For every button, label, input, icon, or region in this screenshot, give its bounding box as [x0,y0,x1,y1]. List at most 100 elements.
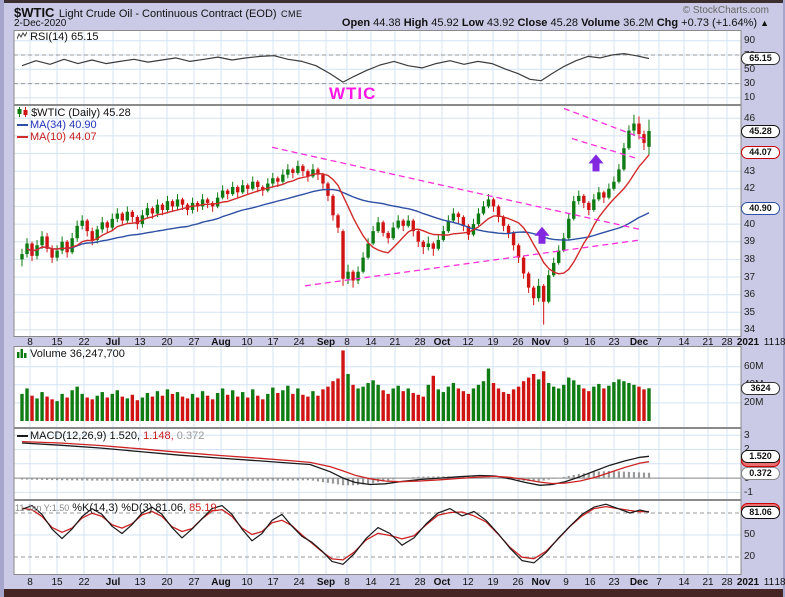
x-axis-tick-label: 14 [365,337,377,348]
chg-label: Chg [656,17,679,29]
x-axis-tick-label: Aug [211,337,231,348]
x-axis-tick-label: 26 [512,337,524,348]
rsi-panel [0,30,785,105]
panel-border [13,500,742,575]
low-label: Low [461,17,484,29]
y-axis-label: 39 [744,236,756,247]
stochastics-legend: 11 Jan Y:1.50 %K(14,3) %D(3) 81.06, 85.1… [15,502,217,514]
volume-bars-icon [17,349,27,358]
y-axis-label: 10 [744,92,756,103]
macd-panel [0,428,785,500]
window-border-bottom [0,589,785,597]
macd-legend-label: MACD(12,26,9) 1.520, [30,430,141,442]
x-axis-tick-label: Dec [629,577,649,588]
panel-border [13,428,742,500]
last-value-bubble: 81.06 [741,506,780,519]
y-axis-label: 30 [744,78,756,89]
x-axis-tick-label: 20 [161,337,173,348]
y-axis-label: 60M [744,361,764,372]
trendline [571,137,636,159]
x-axis-tick-label: 12 [462,337,474,348]
x-axis-tick-label: 28 [414,577,426,588]
macd-hist-value: 0.372 [176,430,205,442]
chart-header: $WTIC Light Crude Oil - Continuous Contr… [14,4,303,22]
volume-label: Volume [581,17,621,29]
x-axis-tick-label: 13 [134,577,146,588]
chart-date: 2-Dec-2020 [14,18,67,29]
volume-value: 36.2M [623,17,654,29]
y-axis-label: 38 [744,254,756,265]
x-axis-tick-label: 8 [344,337,350,348]
stoch-k-line [21,503,650,565]
x-axis-tick-label: 14 [365,577,377,588]
x-axis-tick-label: Oct [433,577,451,588]
panel-border [13,105,742,337]
x-axis-tick-label: 27 [188,337,200,348]
x-axis-tick-label: 21 [702,337,714,348]
y-axis-label: 46 [744,113,756,124]
x-axis-tick-label: Dec [629,337,649,348]
volume-panel [0,346,785,428]
x-axis-tick-label: Jul [105,577,121,588]
x-axis-tick-label: 13 [134,337,146,348]
x-axis-tick-label: 8 [27,337,33,348]
open-value: 44.38 [373,17,401,29]
x-axis-tick-label: 14 [678,337,690,348]
macd-line-icon [17,435,28,438]
y-axis-label: 36 [744,289,756,300]
x-axis-tick-label: 23 [608,337,620,348]
instrument-title: Light Crude Oil - Continuous Contract (E… [58,8,277,20]
x-axis-tick-label: 27 [188,577,200,588]
rsi-line [21,53,650,83]
last-value-bubble: 1.520 [741,450,780,463]
volume-legend: Volume 36,247,700 [17,348,125,360]
buy-arrow [588,154,604,172]
macd-line [21,442,650,486]
x-axis-tick-label: 15 [51,337,63,348]
y-axis-label: -1 [744,487,753,498]
candles-group [20,114,651,325]
y-axis-label: 34 [744,324,756,335]
y-axis-label: 35 [744,307,756,318]
ma10-line-icon [17,136,28,139]
x-axis-tick-label: 11 [763,577,775,588]
open-label: Open [341,17,371,29]
window-border-left [0,0,4,597]
x-axis-tick-label: 23 [608,577,620,588]
rsi-legend: RSI(14) 65.15 [16,31,99,43]
x-axis-tick-label: 24 [293,577,305,588]
x-axis-tick-label: 7 [656,577,662,588]
trendline [271,146,641,231]
x-axis-tick-label: 10 [241,337,253,348]
exchange-label: CME [281,9,303,19]
x-axis-tick-label: 22 [78,337,90,348]
high-value: 45.92 [431,17,459,29]
window-border-right [783,0,785,597]
y-axis-label: 20 [744,551,756,562]
wtic-annotation: WTIC [329,84,377,103]
x-axis-tick-label: 28 [414,337,426,348]
x-axis-tick-label: 21 [389,577,401,588]
chg-value: +0.73 (+1.64%) [681,17,758,29]
y-axis-label: 50 [744,64,756,75]
x-axis-tick-label: 17 [267,577,279,588]
rsi-legend-label: RSI(14) 65.15 [30,31,99,43]
x-axis-tick-label: 15 [51,577,63,588]
x-axis-tick-label: 2021 [736,337,760,348]
x-axis-tick-label: 19 [487,577,499,588]
close-value: 45.28 [550,17,579,29]
x-axis-tick-label: Jul [105,337,121,348]
x-axis-tick-label: Sep [316,337,336,348]
y-axis-label: 3 [744,430,750,441]
last-value-bubble: 0.372 [741,467,780,480]
x-axis-tick-label: 26 [512,577,524,588]
x-axis-tick-label: Aug [211,577,231,588]
plot-background [14,30,741,105]
price-plot [13,105,742,337]
price-legend: $WTIC (Daily) 45.28 MA(34) 40.90 MA(10) … [17,107,131,143]
y-axis-label: 37 [744,272,756,283]
x-axis-tick-label: 9 [563,337,569,348]
x-axis-tick-label: 20 [161,577,173,588]
last-value-bubble: 3624 [741,382,780,395]
